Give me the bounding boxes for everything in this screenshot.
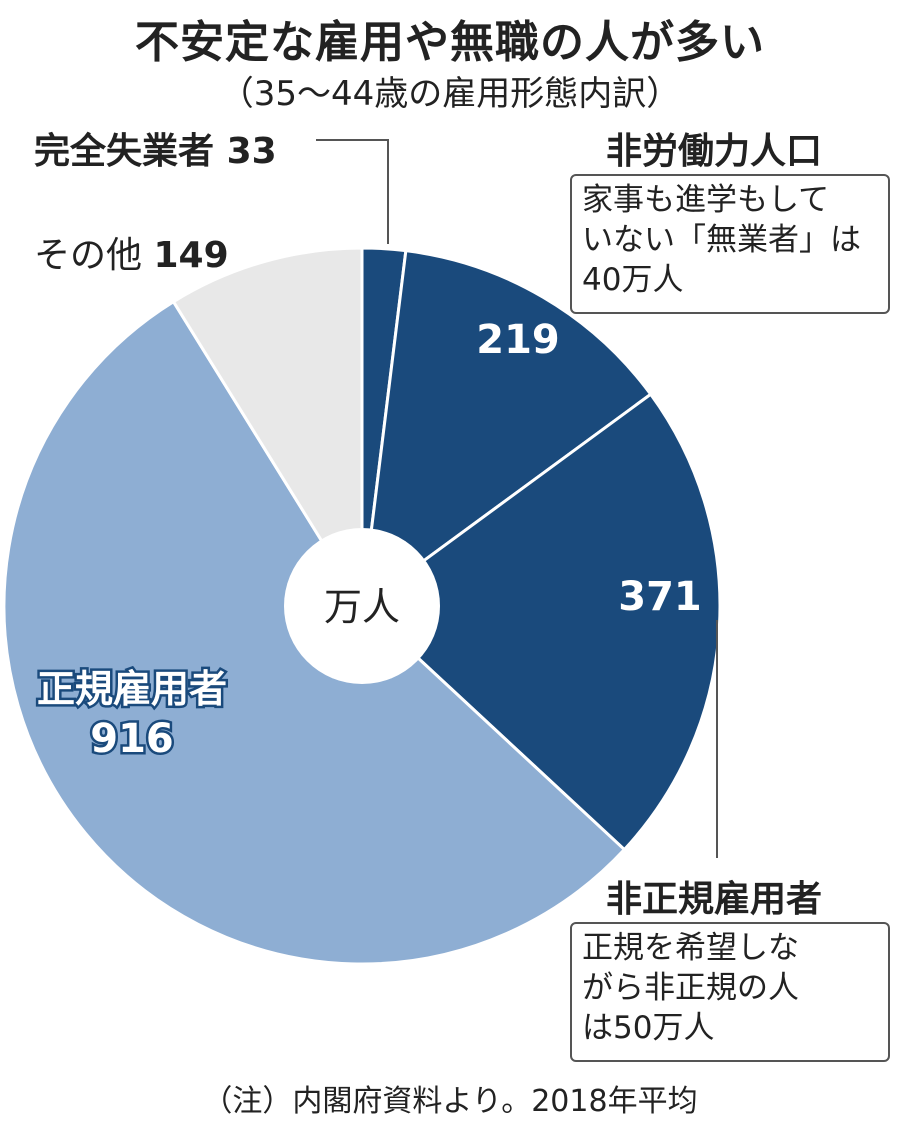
chart-title: 不安定な雇用や無職の人が多い — [135, 17, 765, 68]
unemployed-label: 完全失業者 33 — [34, 122, 277, 174]
center-unit-label: 万人 — [324, 585, 400, 629]
slice-value-non-regular: 371 — [618, 574, 702, 620]
not-in-labor-heading: 非労働力人口 — [606, 131, 823, 172]
not-in-labor-note: 家事も進学もして いない「無業者」は 40万人 — [570, 174, 890, 314]
unemployed-value: 33 — [226, 131, 277, 172]
slice-value-not-in-labor: 219 — [476, 317, 560, 363]
pie-slice-4 — [171, 246, 364, 612]
non-regular-note: 正規を希望しな がら非正規の人 は50万人 — [570, 922, 890, 1062]
non-regular-heading: 非正規雇用者 — [606, 879, 823, 920]
slice-label-regular: 正規雇用者 — [37, 667, 227, 711]
unemployed-label-text: 完全失業者 — [34, 131, 215, 172]
center-hole — [284, 528, 440, 684]
pie-slice-2 — [359, 392, 722, 852]
other-value: 149 — [153, 235, 229, 276]
pie-slice-1 — [360, 249, 653, 610]
chart-subtitle: （35～44歳の雇用形態内訳） — [219, 74, 681, 114]
footnote: （注）内閣府資料より。2018年平均 — [202, 1084, 698, 1119]
slice-value-regular: 916 — [90, 716, 174, 762]
other-label: その他 149 — [34, 226, 229, 278]
other-label-text: その他 — [34, 235, 143, 276]
unemployed-leader-line — [316, 139, 389, 244]
